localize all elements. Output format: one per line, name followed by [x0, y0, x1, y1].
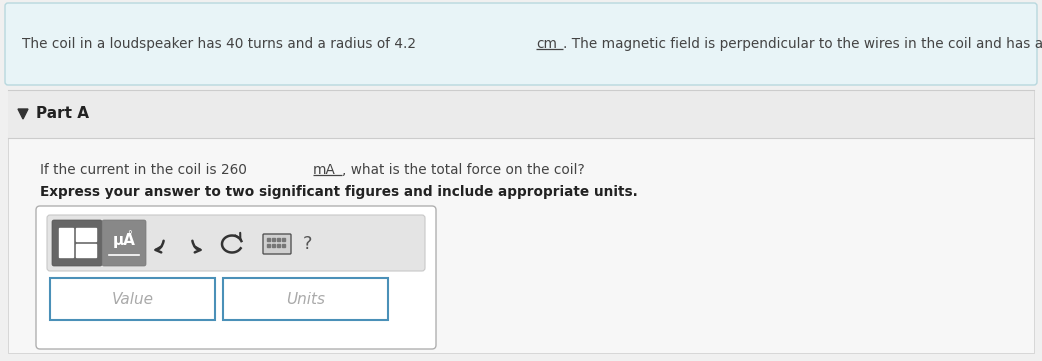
- Bar: [272, 238, 275, 241]
- FancyBboxPatch shape: [102, 220, 146, 266]
- Text: Units: Units: [286, 291, 325, 306]
- FancyBboxPatch shape: [47, 215, 425, 271]
- Text: ?: ?: [303, 235, 313, 253]
- FancyBboxPatch shape: [36, 206, 436, 349]
- Text: mA: mA: [313, 163, 336, 177]
- Text: μA: μA: [113, 234, 135, 248]
- FancyBboxPatch shape: [52, 220, 102, 266]
- Bar: [8, 90, 1034, 353]
- Bar: [277, 238, 280, 241]
- Polygon shape: [18, 109, 28, 119]
- Bar: [267, 238, 270, 241]
- Bar: [277, 244, 280, 247]
- Bar: [282, 238, 286, 241]
- Bar: [59, 228, 73, 257]
- Text: Part A: Part A: [36, 106, 89, 122]
- FancyBboxPatch shape: [263, 234, 291, 254]
- Bar: [8, 90, 1034, 138]
- Bar: [76, 228, 96, 241]
- Text: If the current in the coil is 260: If the current in the coil is 260: [40, 163, 251, 177]
- Text: . The magnetic field is perpendicular to the wires in the coil and has a magnitu: . The magnetic field is perpendicular to…: [563, 37, 1042, 51]
- Text: cm: cm: [536, 37, 557, 51]
- FancyBboxPatch shape: [5, 3, 1037, 85]
- Bar: [282, 244, 286, 247]
- Bar: [267, 244, 270, 247]
- Text: Express your answer to two significant figures and include appropriate units.: Express your answer to two significant f…: [40, 185, 638, 199]
- Bar: [223, 278, 388, 320]
- Text: °: °: [127, 230, 132, 240]
- Text: The coil in a loudspeaker has 40 turns and a radius of 4.2: The coil in a loudspeaker has 40 turns a…: [22, 37, 420, 51]
- Bar: [272, 244, 275, 247]
- Bar: [50, 278, 215, 320]
- Text: Value: Value: [111, 291, 153, 306]
- Bar: [76, 244, 96, 257]
- Text: , what is the total force on the coil?: , what is the total force on the coil?: [342, 163, 585, 177]
